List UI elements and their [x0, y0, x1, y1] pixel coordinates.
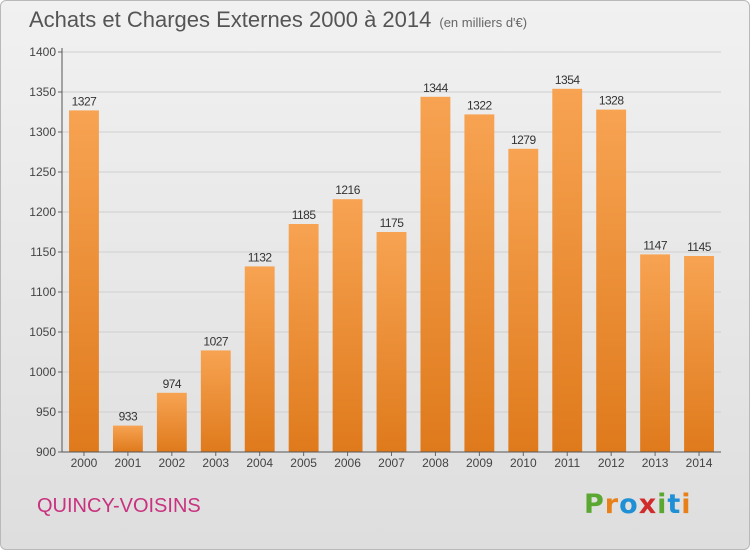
y-tick-label: 1300 — [29, 125, 56, 139]
x-tick-label: 2002 — [158, 456, 185, 470]
data-label: 1147 — [643, 238, 668, 252]
bar — [508, 148, 539, 453]
logo-letter: i — [657, 489, 668, 520]
logo-letter: i — [681, 489, 692, 520]
bar — [288, 224, 319, 452]
title-text: Achats et Charges Externes 2000 à 2014 — [29, 7, 432, 32]
data-label: 933 — [119, 410, 138, 424]
bar — [596, 109, 627, 452]
y-tick-label: 950 — [36, 405, 56, 419]
y-tick-label: 1000 — [29, 365, 56, 379]
data-label: 1027 — [203, 334, 229, 348]
commune-name: QUINCY-VOISINS — [37, 495, 201, 517]
proxiti-logo: Proxiti — [584, 489, 692, 520]
x-tick-label: 2008 — [422, 456, 449, 470]
x-tick-label: 2003 — [202, 456, 229, 470]
x-tick-label: 2001 — [115, 456, 142, 470]
y-tick-label: 900 — [36, 445, 56, 459]
logo-letter: t — [667, 489, 682, 520]
bar — [376, 232, 407, 452]
x-tick-label: 2012 — [598, 456, 625, 470]
data-label: 974 — [163, 377, 182, 391]
bar — [69, 110, 99, 453]
data-label: 1216 — [335, 183, 361, 197]
x-tick-label: 2000 — [71, 456, 98, 470]
data-label: 1354 — [555, 73, 581, 87]
bar — [244, 266, 275, 452]
y-tick-label: 1350 — [29, 85, 56, 99]
y-tick-label: 1250 — [29, 165, 56, 179]
x-tick-label: 2004 — [246, 456, 273, 470]
axes — [58, 48, 721, 456]
y-tick-label: 1200 — [29, 205, 56, 219]
bar — [156, 392, 187, 452]
y-tick-label: 1150 — [30, 245, 56, 259]
logo-letter: x — [638, 489, 658, 520]
x-tick-label: 2010 — [510, 456, 537, 470]
bar — [420, 96, 451, 453]
y-tick-label: 1100 — [30, 285, 56, 299]
x-tick-label: 2009 — [466, 456, 493, 470]
bar — [640, 254, 671, 452]
data-label: 1344 — [423, 81, 449, 95]
x-tick-label: 2006 — [334, 456, 361, 470]
x-tick-label: 2014 — [686, 456, 713, 470]
data-label: 1327 — [72, 94, 98, 108]
data-label: 1175 — [380, 216, 405, 230]
logo-letter: o — [619, 489, 639, 520]
bar — [332, 199, 363, 452]
x-tick-label: 2011 — [554, 456, 580, 470]
y-tick-label: 1400 — [29, 45, 56, 59]
chart-title: Achats et Charges Externes 2000 à 2014 (e… — [29, 7, 527, 33]
x-tick-label: 2005 — [290, 456, 317, 470]
labels: 900 950 1000 1050 1100 1150 1200 1250 1300 1350 14… — [29, 45, 712, 470]
unit-label: (en milliers d'€) — [439, 15, 528, 30]
logo-letter: r — [604, 489, 620, 520]
bar — [684, 256, 714, 452]
bar — [200, 350, 231, 452]
data-label: 1185 — [292, 208, 317, 222]
data-label: 1145 — [687, 240, 712, 254]
data-label: 1328 — [599, 94, 625, 108]
x-tick-label: 2013 — [642, 456, 669, 470]
logo-letter: P — [584, 489, 605, 520]
data-label: 1322 — [467, 98, 493, 112]
data-label: 1132 — [248, 250, 273, 264]
y-tick-label: 1050 — [29, 325, 56, 339]
bars — [69, 88, 714, 453]
bar — [112, 425, 143, 452]
x-tick-label: 2007 — [378, 456, 405, 470]
data-label: 1279 — [511, 133, 537, 147]
bar — [464, 114, 495, 453]
bar — [552, 88, 583, 453]
